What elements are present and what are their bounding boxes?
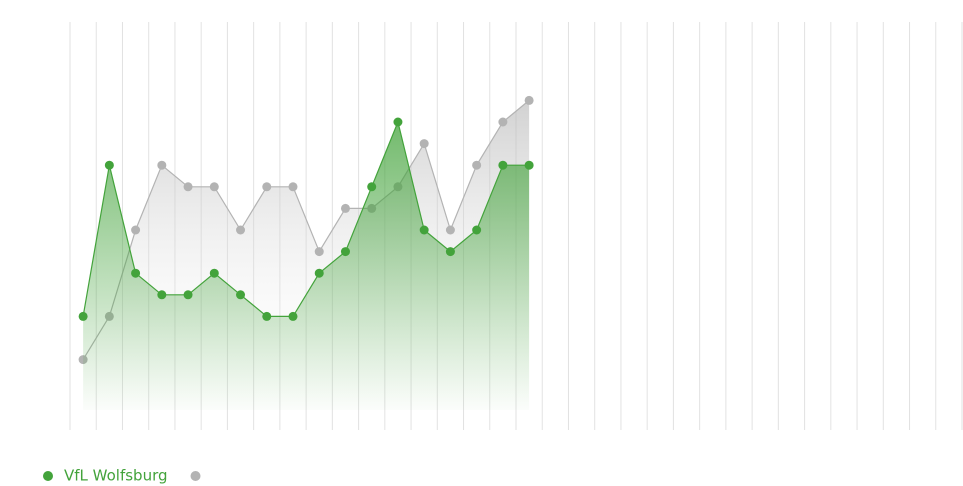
point <box>498 117 508 127</box>
line <box>82 120 530 317</box>
point <box>157 160 167 170</box>
point <box>209 268 219 278</box>
point <box>367 182 377 192</box>
point <box>314 268 324 278</box>
point <box>157 290 167 300</box>
legend-marker <box>190 471 201 481</box>
point <box>288 182 298 192</box>
point <box>445 247 455 257</box>
point <box>419 225 429 235</box>
legend-label: VfL Wolfsburg <box>64 467 168 485</box>
line <box>82 99 530 360</box>
point <box>78 311 88 321</box>
point <box>393 117 403 127</box>
point <box>340 203 350 213</box>
point <box>288 311 298 321</box>
point <box>236 290 246 300</box>
area <box>83 122 530 410</box>
point <box>262 311 272 321</box>
legend-marker <box>43 471 53 481</box>
point <box>524 160 534 170</box>
point <box>131 268 141 278</box>
point <box>498 160 508 170</box>
point <box>472 225 482 235</box>
point <box>340 247 350 257</box>
point <box>183 290 193 300</box>
point <box>104 160 114 170</box>
point <box>183 182 193 192</box>
point <box>131 225 141 235</box>
point <box>236 225 246 235</box>
point <box>472 160 482 170</box>
point <box>262 182 272 192</box>
point <box>209 182 219 192</box>
point <box>314 247 324 257</box>
point <box>524 95 534 105</box>
point <box>419 139 429 149</box>
point <box>445 225 455 235</box>
